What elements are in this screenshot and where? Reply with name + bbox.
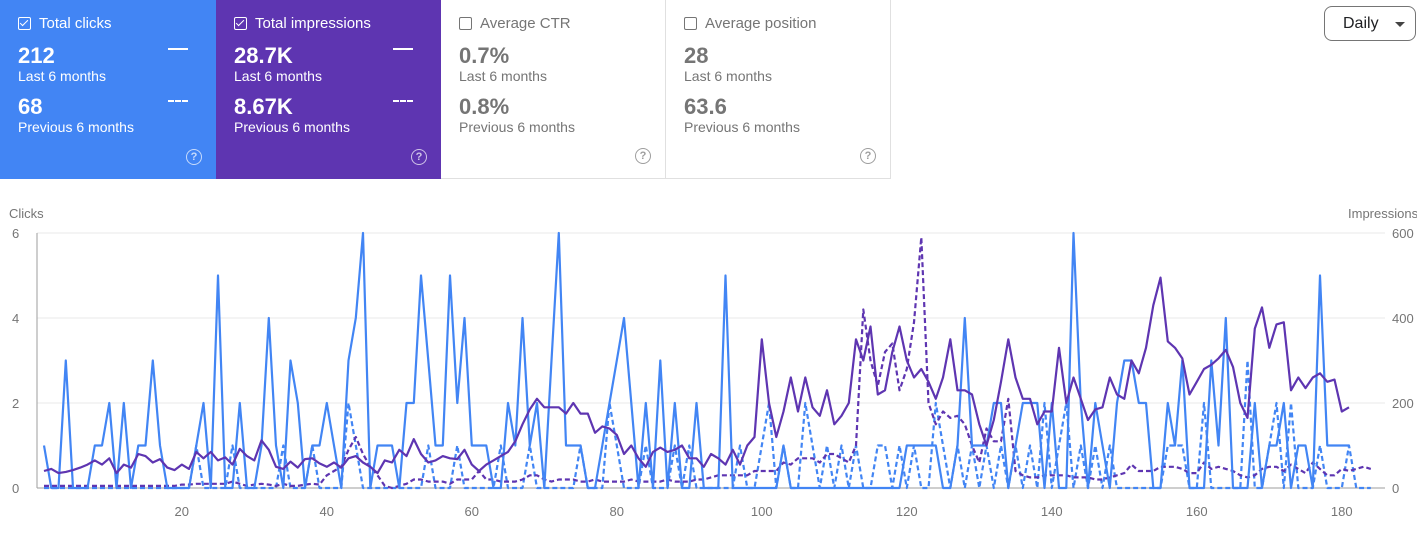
metric-current-label: Last 6 months bbox=[18, 68, 106, 84]
checkbox-unchecked-icon[interactable] bbox=[684, 16, 697, 30]
metric-previous-value: 0.8% bbox=[459, 94, 510, 119]
x-tick: 60 bbox=[465, 504, 479, 519]
metric-card-total-impressions[interactable]: Total impressions 28.7K Last 6 months 8.… bbox=[216, 0, 441, 179]
metric-current-value: 28.7K bbox=[234, 43, 293, 68]
metric-label: Total impressions bbox=[255, 14, 371, 32]
metric-current-label: Last 6 months bbox=[234, 68, 322, 84]
metric-current-value: 28 bbox=[684, 43, 709, 68]
metric-previous-label: Previous 6 months bbox=[459, 119, 575, 135]
metric-current-value: 0.7% bbox=[459, 43, 510, 68]
metric-previous-label: Previous 6 months bbox=[18, 119, 134, 135]
x-tick: 160 bbox=[1186, 504, 1208, 519]
checkbox-unchecked-icon[interactable] bbox=[459, 16, 472, 30]
x-tick: 140 bbox=[1041, 504, 1063, 519]
checkbox-checked-icon[interactable] bbox=[18, 16, 31, 30]
metric-previous-value: 68 bbox=[18, 94, 43, 119]
legend-solid-line-icon bbox=[393, 48, 413, 50]
right-axis-label: Impressions bbox=[1348, 206, 1417, 221]
y-tick-left: 6 bbox=[12, 226, 19, 241]
help-icon[interactable]: ? bbox=[860, 148, 876, 164]
metric-current-label: Last 6 months bbox=[459, 68, 547, 84]
metric-current-label: Last 6 months bbox=[684, 68, 772, 84]
metric-label: Average position bbox=[705, 14, 817, 32]
x-tick: 180 bbox=[1331, 504, 1353, 519]
help-icon[interactable]: ? bbox=[186, 149, 202, 165]
help-icon[interactable]: ? bbox=[411, 149, 427, 165]
metric-card-total-clicks[interactable]: Total clicks 212 Last 6 months 68 Previo… bbox=[0, 0, 216, 179]
y-tick-left: 0 bbox=[12, 481, 19, 496]
y-tick-right: 0 bbox=[1392, 481, 1399, 496]
series-line-impressions-previous-6-months bbox=[44, 236, 1372, 490]
series-line-clicks-previous-6-months bbox=[44, 359, 1371, 490]
y-tick-left: 4 bbox=[12, 311, 19, 326]
granularity-dropdown[interactable]: Daily bbox=[1324, 6, 1416, 41]
y-tick-right: 200 bbox=[1392, 396, 1414, 411]
x-tick: 80 bbox=[610, 504, 624, 519]
x-tick: 40 bbox=[320, 504, 334, 519]
metric-previous-label: Previous 6 months bbox=[684, 119, 800, 135]
metric-card-average-ctr[interactable]: Average CTR 0.7% Last 6 months 0.8% Prev… bbox=[441, 0, 666, 179]
help-icon[interactable]: ? bbox=[635, 148, 651, 164]
metric-card-average-position[interactable]: Average position 28 Last 6 months 63.6 P… bbox=[666, 0, 891, 179]
x-tick: 120 bbox=[896, 504, 918, 519]
y-tick-right: 600 bbox=[1392, 226, 1414, 241]
legend-dashed-line-icon bbox=[393, 100, 413, 102]
legend-solid-line-icon bbox=[168, 48, 188, 50]
series-line-impressions-last-6-months bbox=[43, 276, 1350, 475]
x-tick: 20 bbox=[175, 504, 189, 519]
caret-down-icon bbox=[1395, 22, 1405, 27]
metric-label: Average CTR bbox=[480, 14, 571, 32]
left-axis-label: Clicks bbox=[9, 206, 44, 221]
metric-previous-label: Previous 6 months bbox=[234, 119, 350, 135]
metric-previous-value: 8.67K bbox=[234, 94, 293, 119]
checkbox-checked-icon[interactable] bbox=[234, 16, 247, 30]
metric-label: Total clicks bbox=[39, 14, 112, 32]
metric-current-value: 212 bbox=[18, 43, 55, 68]
y-tick-right: 400 bbox=[1392, 311, 1414, 326]
granularity-selected: Daily bbox=[1343, 14, 1379, 32]
legend-dashed-line-icon bbox=[168, 100, 188, 102]
metric-previous-value: 63.6 bbox=[684, 94, 727, 119]
x-tick: 100 bbox=[751, 504, 773, 519]
y-tick-left: 2 bbox=[12, 396, 19, 411]
